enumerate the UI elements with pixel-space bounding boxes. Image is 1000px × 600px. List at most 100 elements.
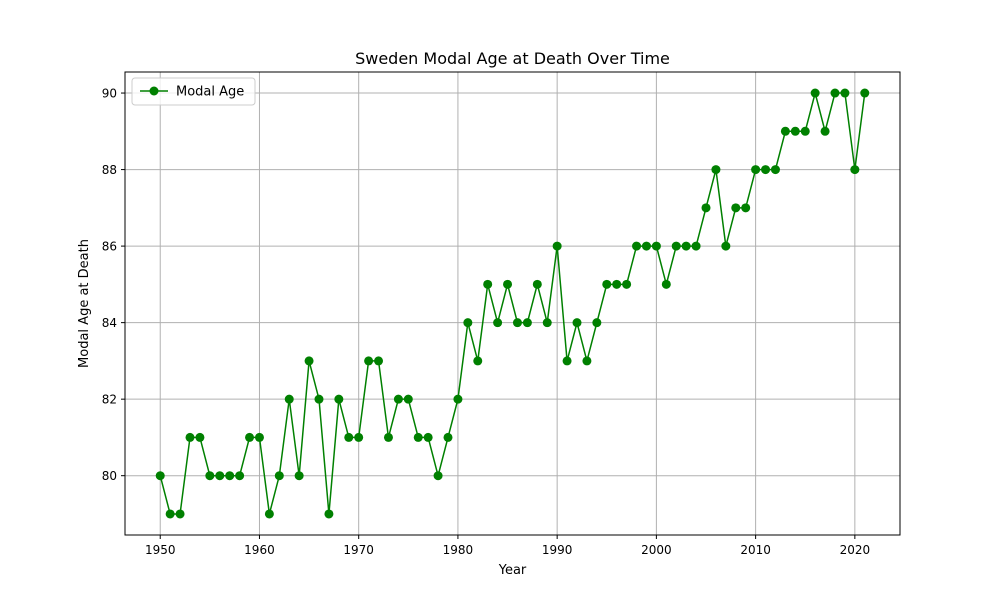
data-point	[820, 126, 830, 136]
x-tick-label: 1970	[343, 543, 374, 557]
data-point	[711, 165, 721, 175]
data-point	[364, 356, 374, 366]
data-point	[383, 432, 393, 442]
y-axis-label: Modal Age at Death	[77, 239, 92, 368]
data-point	[225, 471, 235, 481]
data-point	[721, 241, 731, 251]
data-point	[691, 241, 701, 251]
data-point	[741, 203, 751, 213]
data-point	[850, 165, 860, 175]
series-layer	[155, 88, 870, 519]
data-point	[641, 241, 651, 251]
data-point	[562, 356, 572, 366]
legend-marker	[149, 86, 159, 96]
data-point	[800, 126, 810, 136]
data-point	[254, 432, 264, 442]
x-tick-label: 1980	[443, 543, 474, 557]
data-point	[840, 88, 850, 98]
data-point	[443, 432, 453, 442]
data-point	[344, 432, 354, 442]
data-point	[790, 126, 800, 136]
data-point	[274, 471, 284, 481]
series-line-0	[159, 92, 866, 515]
data-point	[602, 279, 612, 289]
data-point	[423, 432, 433, 442]
data-point	[503, 279, 513, 289]
data-point	[294, 471, 304, 481]
data-point	[592, 318, 602, 328]
y-tick-label: 90	[102, 87, 117, 101]
data-point	[334, 394, 344, 404]
data-point	[512, 318, 522, 328]
data-point	[433, 471, 443, 481]
data-point	[552, 241, 562, 251]
data-point	[245, 432, 255, 442]
data-point	[493, 318, 503, 328]
x-tick-label: 1990	[542, 543, 573, 557]
legend-label: Modal Age	[176, 85, 244, 100]
legend-box	[131, 77, 256, 106]
x-tick-label: 1960	[244, 543, 275, 557]
data-point	[532, 279, 542, 289]
x-tick-label: 2020	[840, 543, 871, 557]
data-point	[651, 241, 661, 251]
data-point	[582, 356, 592, 366]
x-tick-label: 2010	[740, 543, 771, 557]
data-point	[661, 279, 671, 289]
data-point	[701, 203, 711, 213]
data-point	[185, 432, 195, 442]
data-point	[374, 356, 384, 366]
data-point	[284, 394, 294, 404]
data-point	[195, 432, 205, 442]
data-point	[522, 318, 532, 328]
legend: Modal Age	[131, 77, 256, 106]
data-point	[393, 394, 403, 404]
plot-frame	[124, 71, 901, 536]
data-point	[483, 279, 493, 289]
grid	[125, 72, 900, 535]
data-point	[403, 394, 413, 404]
y-axis: 80 82 84 86 88 90	[102, 87, 125, 483]
y-tick-label: 88	[102, 163, 117, 177]
x-tick-label: 2000	[641, 543, 672, 557]
data-point	[542, 318, 552, 328]
data-point	[810, 88, 820, 98]
data-point	[731, 203, 741, 213]
data-point	[612, 279, 622, 289]
y-tick-label: 80	[102, 469, 117, 483]
data-point	[324, 509, 334, 519]
x-axis: 1950 1960 1970 1980 1990 2000 2010 2020	[145, 535, 870, 557]
data-point	[632, 241, 642, 251]
data-point	[671, 241, 681, 251]
data-point	[463, 318, 473, 328]
data-point	[215, 471, 225, 481]
data-point	[304, 356, 314, 366]
data-point	[830, 88, 840, 98]
data-point	[770, 165, 780, 175]
x-tick-label: 1950	[145, 543, 176, 557]
data-point	[572, 318, 582, 328]
data-point	[780, 126, 790, 136]
data-point	[235, 471, 245, 481]
y-tick-label: 82	[102, 393, 117, 407]
data-point	[165, 509, 175, 519]
data-point	[354, 432, 364, 442]
x-axis-label: Year	[498, 563, 527, 578]
y-tick-label: 84	[102, 316, 117, 330]
data-point	[751, 165, 761, 175]
data-point	[860, 88, 870, 98]
data-point	[761, 165, 771, 175]
data-point	[453, 394, 463, 404]
data-point	[681, 241, 691, 251]
chart-title: Sweden Modal Age at Death Over Time	[355, 49, 670, 68]
data-point	[473, 356, 483, 366]
data-point	[264, 509, 274, 519]
data-point	[155, 471, 165, 481]
data-point	[205, 471, 215, 481]
data-point	[175, 509, 185, 519]
y-tick-label: 86	[102, 240, 117, 254]
data-point	[413, 432, 423, 442]
data-point	[622, 279, 632, 289]
data-point	[314, 394, 324, 404]
